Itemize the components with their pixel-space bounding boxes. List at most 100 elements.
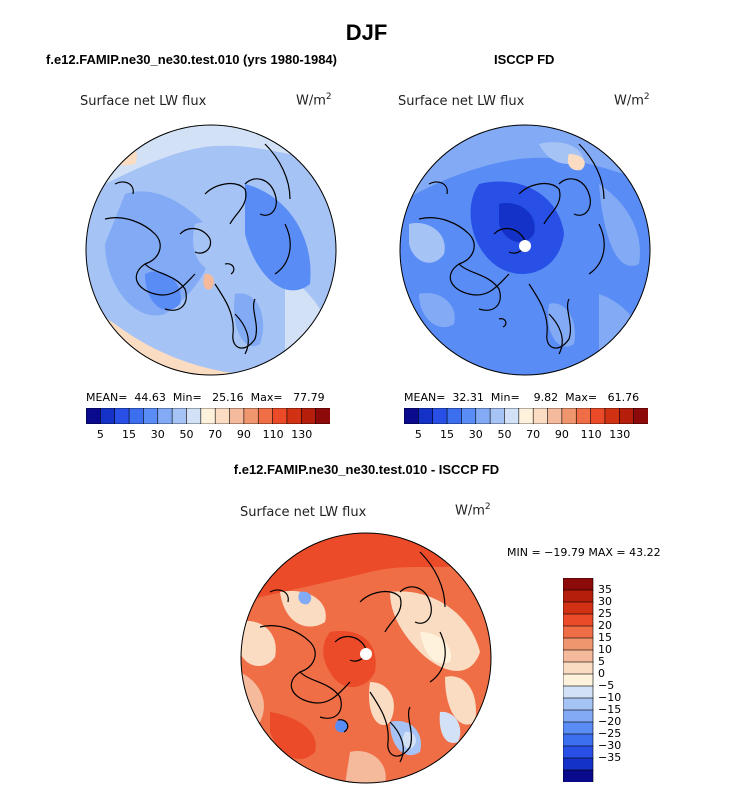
colorbar-tick-label: 130 bbox=[291, 428, 313, 441]
colorbar-tick-label: 70 bbox=[208, 428, 223, 441]
panel-1-stats: MEAN= 44.63 Min= 25.16 Max= 77.79 bbox=[86, 391, 325, 404]
panel-2-polar-map bbox=[399, 124, 651, 376]
colorbar-swatch bbox=[446, 408, 463, 424]
panel-1-variable-label: Surface net LW flux bbox=[80, 94, 207, 109]
diff-colorbar-tick-label: −5 bbox=[598, 679, 615, 692]
colorbar-tick-label: 50 bbox=[497, 428, 512, 441]
colorbar-tick-label: 50 bbox=[179, 428, 194, 441]
panel-2-colorbar-labels: 5 15 30 50 70 90 110 130 bbox=[404, 428, 648, 442]
colorbar-swatch bbox=[243, 408, 259, 424]
diff-colorbar-tick-label: 0 bbox=[598, 667, 605, 680]
colorbar-swatch bbox=[286, 408, 302, 424]
diff-colorbar-tick-label: 5 bbox=[598, 655, 605, 668]
panel-2-variable-label: Surface net LW flux bbox=[398, 94, 525, 109]
colorbar-swatch bbox=[518, 408, 534, 424]
diff-colorbar-tick-label: 30 bbox=[598, 595, 612, 608]
colorbar-swatch bbox=[404, 408, 419, 424]
diff-panel-polar-map bbox=[240, 532, 492, 784]
colorbar-swatch bbox=[575, 408, 592, 424]
diff-colorbar-swatch bbox=[563, 613, 594, 627]
colorbar-tick-label: 110 bbox=[580, 428, 602, 441]
diff-colorbar-tick-label: 35 bbox=[598, 583, 612, 596]
diff-colorbar-tick-label: 15 bbox=[598, 631, 612, 644]
colorbar-swatch bbox=[143, 408, 159, 424]
diff-colorbar-swatch bbox=[563, 601, 594, 615]
panel-2-title: ISCCP FD bbox=[494, 52, 555, 67]
diff-colorbar-swatch bbox=[563, 637, 594, 651]
colorbar-swatch bbox=[300, 408, 317, 424]
panel-1-polar-map bbox=[85, 124, 337, 376]
diff-colorbar-swatch bbox=[563, 745, 594, 759]
diff-colorbar-tick-label: −35 bbox=[598, 751, 622, 764]
colorbar-swatch bbox=[432, 408, 448, 424]
colorbar-swatch bbox=[128, 408, 145, 424]
diff-colorbar-tick-label: −15 bbox=[598, 703, 622, 716]
diff-colorbar-swatch bbox=[563, 673, 594, 687]
colorbar-swatch bbox=[157, 408, 173, 424]
colorbar-swatch bbox=[504, 408, 520, 424]
colorbar-swatch bbox=[171, 408, 188, 424]
colorbar-swatch bbox=[114, 408, 130, 424]
diff-colorbar-tick-label: 10 bbox=[598, 643, 612, 656]
panel-1-colorbar bbox=[86, 408, 330, 424]
colorbar-swatch bbox=[86, 408, 101, 424]
diff-colorbar-tick-label: −10 bbox=[598, 691, 622, 704]
diff-colorbar-swatch bbox=[563, 769, 594, 782]
diff-colorbar-swatch bbox=[563, 709, 594, 723]
diff-colorbar-swatch bbox=[563, 649, 594, 663]
colorbar-swatch bbox=[475, 408, 491, 424]
colorbar-tick-label: 5 bbox=[96, 428, 104, 441]
colorbar-swatch bbox=[257, 408, 274, 424]
colorbar-swatch bbox=[272, 408, 288, 424]
colorbar-swatch bbox=[633, 408, 648, 424]
diff-panel-variable-label: Surface net LW flux bbox=[240, 505, 367, 520]
diff-colorbar-tick-label: 20 bbox=[598, 619, 612, 632]
panel-1-title: f.e12.FAMIP.ne30_ne30.test.010 (yrs 1980… bbox=[46, 52, 337, 67]
diff-colorbar-tick-label: 25 bbox=[598, 607, 612, 620]
colorbar-tick-label: 15 bbox=[122, 428, 137, 441]
colorbar-swatch bbox=[200, 408, 216, 424]
colorbar-swatch bbox=[604, 408, 620, 424]
diff-colorbar-swatch bbox=[563, 685, 594, 699]
diff-colorbar-swatch bbox=[563, 697, 594, 711]
panel-2-colorbar bbox=[404, 408, 648, 424]
diff-colorbar-swatch bbox=[563, 589, 594, 603]
colorbar-swatch bbox=[100, 408, 116, 424]
colorbar-tick-label: 130 bbox=[609, 428, 631, 441]
colorbar-tick-label: 110 bbox=[262, 428, 284, 441]
colorbar-tick-label: 30 bbox=[150, 428, 165, 441]
colorbar-swatch bbox=[489, 408, 506, 424]
colorbar-tick-label: 30 bbox=[468, 428, 483, 441]
colorbar-tick-label: 90 bbox=[554, 428, 569, 441]
diff-colorbar-swatch bbox=[563, 625, 594, 639]
colorbar-swatch bbox=[461, 408, 477, 424]
colorbar-tick-label: 90 bbox=[236, 428, 251, 441]
colorbar-swatch bbox=[561, 408, 577, 424]
panel-2-stats: MEAN= 32.31 Min= 9.82 Max= 61.76 bbox=[404, 391, 640, 404]
colorbar-swatch bbox=[618, 408, 635, 424]
diff-panel-stats: MIN = −19.79 MAX = 43.22 bbox=[507, 546, 661, 559]
diff-colorbar-swatch bbox=[563, 757, 594, 771]
diff-colorbar-swatch bbox=[563, 578, 594, 591]
panel-2-units: W/m2 bbox=[614, 92, 650, 109]
colorbar-tick-label: 5 bbox=[414, 428, 422, 441]
diff-panel-title: f.e12.FAMIP.ne30_ne30.test.010 - ISCCP F… bbox=[233, 462, 500, 477]
diff-colorbar-swatch bbox=[563, 721, 594, 735]
diff-colorbar-tick-label: −30 bbox=[598, 739, 622, 752]
panel-1-colorbar-labels: 5 15 30 50 70 90 110 130 bbox=[86, 428, 330, 442]
diff-colorbar-labels: 35 30 25 20 15 10 5 0 −5 −10 −15 −20 −25 −30 −35 bbox=[598, 578, 638, 782]
diff-colorbar-tick-label: −25 bbox=[598, 727, 622, 740]
colorbar-tick-label: 70 bbox=[526, 428, 541, 441]
colorbar-swatch bbox=[532, 408, 549, 424]
panel-1-units: W/m2 bbox=[296, 92, 332, 109]
colorbar-tick-label: 15 bbox=[440, 428, 455, 441]
diff-colorbar-swatch bbox=[563, 733, 594, 747]
diff-colorbar bbox=[563, 578, 594, 782]
diff-colorbar-tick-label: −20 bbox=[598, 715, 622, 728]
diff-colorbar-swatch bbox=[563, 661, 594, 675]
colorbar-swatch bbox=[590, 408, 606, 424]
colorbar-swatch bbox=[186, 408, 202, 424]
colorbar-swatch bbox=[315, 408, 330, 424]
figure-title: DJF bbox=[345, 20, 388, 45]
colorbar-swatch bbox=[229, 408, 245, 424]
